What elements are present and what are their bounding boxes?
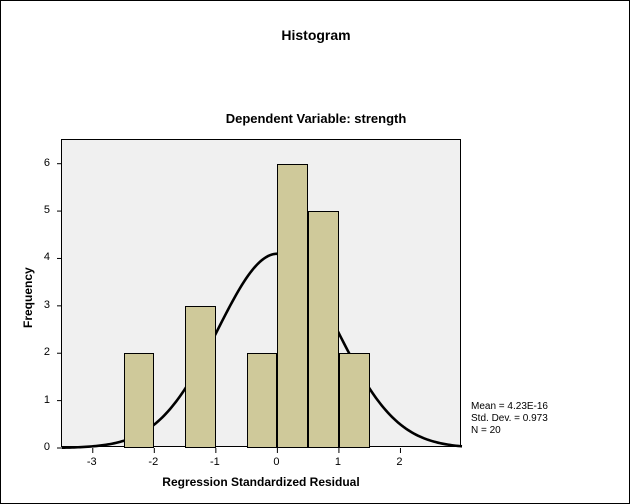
y-tick-label: 0	[28, 441, 50, 453]
x-tick-label: 1	[335, 456, 341, 468]
chart-subtitle: Dependent Variable: strength	[1, 111, 630, 126]
y-tick-label: 3	[28, 299, 50, 311]
stats-mean: Mean = 4.23E-16	[471, 401, 548, 413]
x-tick-label: 2	[396, 456, 402, 468]
chart-title: Histogram	[1, 27, 630, 43]
y-axis-title: Frequency	[21, 267, 35, 328]
histogram-bar	[247, 353, 278, 448]
stats-std: Std. Dev. = 0.973	[471, 413, 548, 425]
histogram-bar	[124, 353, 155, 448]
y-tick-label: 2	[28, 346, 50, 358]
histogram-bar	[308, 211, 339, 448]
histogram-bar	[277, 164, 308, 448]
x-tick-label: -3	[87, 456, 97, 468]
histogram-bar	[339, 353, 370, 448]
y-tick-label: 6	[28, 157, 50, 169]
x-tick-label: -1	[210, 456, 220, 468]
plot-area	[61, 139, 461, 447]
y-tick-label: 1	[28, 394, 50, 406]
x-tick-label: -2	[148, 456, 158, 468]
stats-n: N = 20	[471, 425, 548, 437]
y-tick-label: 4	[28, 251, 50, 263]
stats-block: Mean = 4.23E-16 Std. Dev. = 0.973 N = 20	[471, 401, 548, 437]
y-tick-label: 5	[28, 204, 50, 216]
x-tick-label: 0	[273, 456, 279, 468]
x-axis-title: Regression Standardized Residual	[61, 475, 461, 489]
histogram-bar	[185, 306, 216, 448]
output-frame: Histogram Dependent Variable: strength F…	[0, 0, 630, 504]
